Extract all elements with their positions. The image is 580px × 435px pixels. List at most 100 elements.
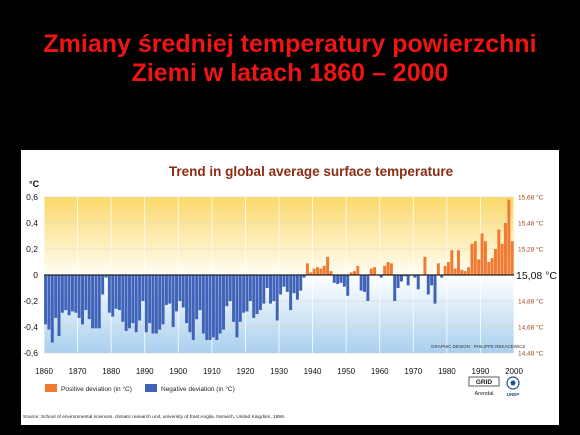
- y-tick-label: -0,2: [23, 296, 38, 306]
- bar-1891: [148, 275, 152, 324]
- bar-1867: [67, 275, 71, 316]
- right-axis-label: 15,68 °C: [518, 194, 544, 202]
- bar-1965: [396, 275, 400, 288]
- x-tick-label: 1900: [169, 367, 187, 376]
- bar-1893: [154, 275, 158, 334]
- bar-1916: [232, 275, 236, 322]
- bar-1874: [91, 275, 95, 329]
- bar-1967: [403, 275, 407, 277]
- y-axis-unit-label: °C: [29, 179, 40, 189]
- x-tick-label: 1930: [270, 367, 288, 376]
- bar-1987: [470, 243, 474, 275]
- x-tick-label: 1940: [304, 367, 322, 376]
- grid-logo-text: GRID: [476, 379, 493, 386]
- bar-1955: [363, 275, 366, 292]
- bar-1881: [114, 275, 118, 309]
- bar-1993: [490, 258, 494, 275]
- bar-1892: [151, 275, 155, 334]
- right-axis-label: 14,88 °C: [518, 298, 544, 306]
- arendal-logo-text: Arendal: [475, 391, 494, 397]
- bar-1917: [235, 275, 239, 338]
- bar-1945: [329, 271, 333, 275]
- bar-1971: [416, 275, 420, 290]
- bar-1918: [238, 275, 242, 322]
- bar-1975: [430, 275, 434, 286]
- bar-1871: [81, 275, 84, 325]
- bar-1900: [178, 275, 182, 301]
- bar-1913: [222, 275, 225, 330]
- bar-1977: [436, 263, 440, 275]
- bar-1907: [201, 275, 205, 334]
- bar-1890: [144, 275, 148, 333]
- bar-1903: [188, 275, 192, 333]
- x-tick-label: 1950: [337, 367, 355, 376]
- bar-1974: [426, 275, 430, 295]
- slide-title: Zmiany średniej temperatury powierzchni …: [0, 30, 580, 88]
- bar-1976: [433, 275, 437, 304]
- bar-1923: [255, 275, 259, 314]
- bar-1937: [302, 275, 306, 278]
- bar-1936: [299, 275, 303, 291]
- bar-1926: [265, 275, 269, 288]
- bar-1934: [292, 275, 296, 294]
- bar-1879: [107, 275, 111, 313]
- grid-arendal-logo: GRID Arendal: [468, 376, 500, 397]
- bar-1925: [262, 275, 266, 304]
- bar-1978: [440, 275, 444, 278]
- source-note: Source: School of environmental sciences…: [23, 414, 285, 420]
- legend-negative-swatch: [145, 384, 157, 392]
- bar-1953: [356, 265, 360, 275]
- legend-positive-swatch: [45, 384, 57, 392]
- bar-1943: [322, 265, 326, 275]
- bar-1986: [467, 267, 471, 275]
- bar-1930: [279, 275, 283, 295]
- bar-1980: [446, 262, 450, 275]
- bar-1963: [389, 263, 393, 275]
- bar-1928: [272, 275, 276, 301]
- bar-1910: [211, 275, 215, 338]
- unep-logo-text: UNEP: [507, 392, 520, 397]
- bar-1994: [493, 249, 497, 275]
- bar-1894: [158, 275, 162, 330]
- bar-1870: [77, 275, 81, 318]
- bar-1940: [312, 268, 316, 275]
- y-tick-label: 0,6: [26, 192, 38, 202]
- chart-figure: Trend in global average surface temperat…: [21, 150, 559, 425]
- bar-1988: [473, 241, 477, 275]
- right-axis-label: 14,48 °C: [518, 350, 544, 358]
- bar-1914: [225, 275, 229, 307]
- bar-1941: [316, 267, 319, 275]
- bar-1999: [510, 241, 514, 275]
- bar-1952: [352, 271, 356, 275]
- bar-1984: [460, 269, 464, 275]
- bar-1924: [258, 275, 262, 311]
- x-tick-label: 1990: [472, 367, 490, 376]
- bar-1919: [242, 275, 246, 313]
- right-axis-label: 15,48 °C: [518, 220, 544, 228]
- bar-1904: [191, 275, 195, 340]
- bar-1983: [457, 250, 460, 275]
- bar-1990: [480, 233, 484, 275]
- bar-1956: [366, 275, 370, 301]
- bar-1957: [369, 268, 373, 275]
- bar-1951: [349, 272, 353, 275]
- bar-1933: [289, 275, 293, 311]
- bar-1968: [406, 275, 410, 286]
- bar-1989: [477, 259, 481, 275]
- bar-1949: [342, 275, 346, 287]
- bar-1931: [282, 275, 286, 287]
- temperature-chart: Trend in global average surface temperat…: [23, 164, 557, 420]
- bar-1939: [309, 272, 313, 275]
- bar-1895: [161, 275, 165, 325]
- bar-1860: [44, 275, 48, 325]
- chart-title: Trend in global average surface temperat…: [169, 164, 454, 179]
- legend-positive-label: Positive deviation (in °C): [61, 385, 132, 393]
- bar-1873: [87, 275, 91, 320]
- bar-1960: [379, 275, 383, 278]
- bar-1887: [134, 275, 138, 333]
- bar-1905: [195, 275, 199, 320]
- bar-1883: [121, 275, 125, 322]
- x-tick-label: 1890: [136, 367, 154, 376]
- bar-1875: [94, 275, 98, 329]
- unep-logo: UNEP: [506, 376, 520, 397]
